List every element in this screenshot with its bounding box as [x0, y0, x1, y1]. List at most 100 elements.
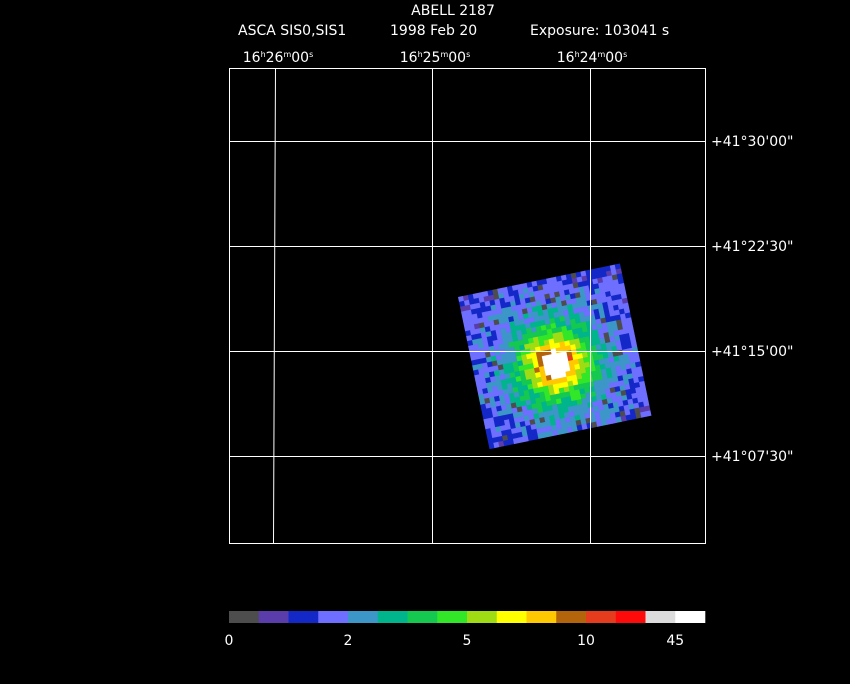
image-pixel — [577, 352, 584, 360]
image-pixel — [477, 317, 485, 324]
image-pixel — [551, 276, 558, 284]
image-pixel — [572, 353, 579, 361]
ra-label: 16h24m00s — [557, 50, 628, 66]
image-pixel — [520, 425, 528, 433]
image-pixel — [558, 361, 565, 369]
image-pixel — [489, 422, 496, 429]
image-pixel — [615, 365, 622, 372]
image-pixel — [533, 341, 541, 348]
image-pixel — [514, 396, 521, 403]
image-pixel — [514, 345, 521, 352]
image-pixel — [576, 373, 583, 380]
ra-value: 00 — [291, 50, 309, 66]
image-pixel — [551, 424, 558, 432]
unit-superscript: m — [283, 50, 291, 59]
image-pixel — [482, 341, 490, 349]
image-pixel — [562, 305, 569, 312]
image-pixel — [575, 419, 582, 427]
image-pixel — [483, 321, 491, 328]
ra-label: 16h26m00s — [243, 50, 314, 66]
image-pixel — [480, 403, 487, 411]
image-pixel — [489, 325, 496, 332]
image-pixel — [556, 301, 563, 308]
image-pixel — [536, 356, 544, 363]
image-pixel — [487, 412, 494, 419]
image-pixel — [582, 356, 590, 364]
image-pixel — [502, 286, 509, 294]
image-pixel — [593, 334, 600, 341]
image-pixel — [609, 387, 617, 394]
image-pixel — [555, 296, 562, 303]
image-pixel — [580, 296, 587, 303]
image-pixel — [637, 396, 644, 404]
image-pixel — [584, 315, 592, 323]
date: 1998 Feb 20 — [390, 23, 477, 39]
image-pixel — [529, 347, 537, 354]
image-pixel — [579, 362, 586, 370]
image-pixel — [544, 293, 551, 300]
image-pixel — [554, 291, 561, 298]
image-pixel — [489, 350, 497, 357]
image-pixel — [571, 374, 578, 381]
image-pixel — [613, 406, 621, 414]
image-pixel — [481, 336, 489, 344]
image-pixel — [583, 382, 590, 389]
image-pixel — [494, 421, 501, 428]
image-pixel — [607, 300, 614, 308]
image-pixel — [642, 395, 649, 403]
image-pixel — [522, 410, 529, 417]
image-pixel — [507, 311, 514, 318]
image-pixel — [552, 307, 559, 314]
image-pixel — [608, 331, 615, 338]
image-pixel — [629, 357, 636, 364]
image-pixel — [584, 366, 592, 374]
image-pixel — [529, 296, 536, 303]
image-pixel — [539, 416, 546, 424]
image-pixel — [546, 405, 554, 412]
image-pixel — [541, 380, 549, 388]
colorbar-label: 2 — [344, 633, 353, 649]
image-pixel — [603, 408, 611, 416]
ra-value: 00 — [605, 50, 623, 66]
image-pixel — [547, 359, 555, 366]
image-pixel — [535, 325, 543, 333]
image-pixel — [523, 364, 530, 371]
image-pixel — [542, 283, 549, 290]
image-pixel — [595, 394, 603, 402]
image-pixel — [493, 395, 501, 403]
image-pixel — [549, 394, 557, 401]
image-pixel — [596, 374, 604, 381]
image-pixel — [618, 405, 625, 413]
image-pixel — [537, 361, 545, 368]
image-pixel — [478, 347, 486, 355]
image-pixel — [606, 275, 614, 282]
image-pixel — [530, 326, 538, 334]
image-pixel — [461, 310, 468, 317]
image-pixel — [593, 405, 600, 413]
image-pixel — [604, 286, 611, 293]
colorbar-segment — [377, 611, 408, 623]
image-pixel — [543, 313, 550, 321]
image-pixel — [501, 358, 508, 365]
image-pixel — [529, 418, 536, 426]
image-pixel — [606, 397, 614, 405]
image-pixel — [531, 403, 538, 410]
image-pixel — [590, 294, 597, 301]
image-pixel — [628, 332, 636, 339]
image-pixel — [531, 377, 538, 385]
image-pixel — [542, 406, 549, 413]
image-pixel — [479, 352, 487, 360]
image-pixel — [506, 285, 514, 293]
image-pixel — [492, 314, 499, 321]
image-pixel — [498, 415, 505, 422]
image-pixel — [590, 319, 597, 326]
image-pixel — [614, 263, 622, 270]
image-pixel — [598, 282, 605, 289]
image-pixel — [610, 340, 617, 348]
image-pixel — [572, 379, 579, 386]
ra-label: 16h25m00s — [400, 50, 471, 66]
image-pixel — [468, 298, 476, 306]
image-pixel — [494, 298, 501, 305]
image-pixel — [525, 399, 532, 406]
instrument: ASCA SIS0,SIS1 — [238, 23, 346, 39]
